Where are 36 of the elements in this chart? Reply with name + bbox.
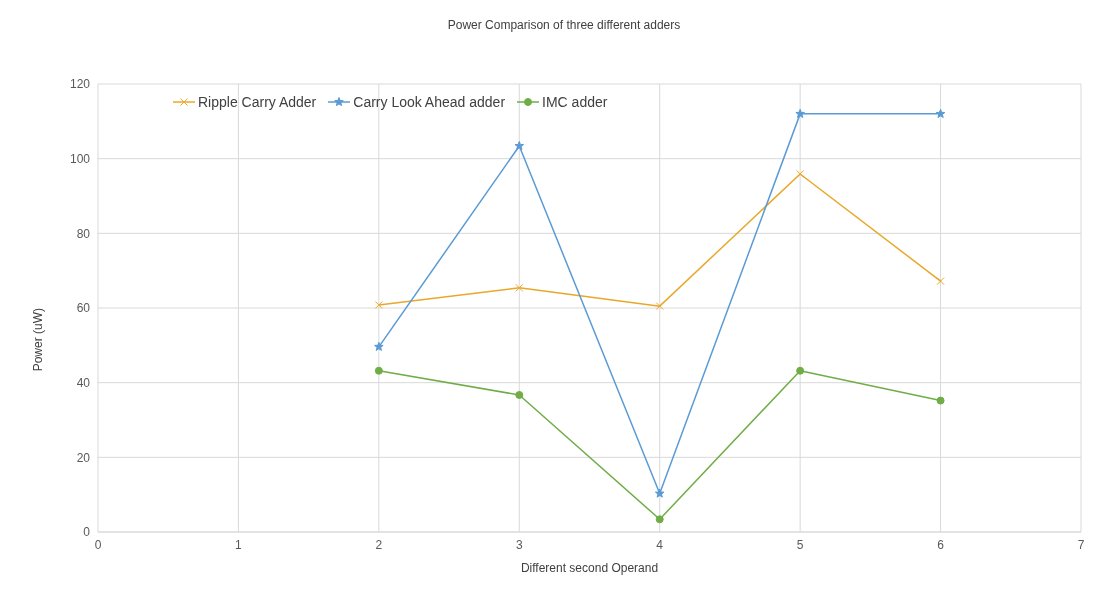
y-tick-label: 60 (76, 301, 91, 316)
x-tick-label: 3 (515, 537, 523, 552)
y-tick-label: 0 (83, 525, 91, 540)
x-tick-label: 1 (235, 537, 243, 552)
x-tick-label: 6 (937, 537, 945, 552)
point (796, 366, 805, 375)
point (515, 390, 524, 399)
point (796, 169, 805, 178)
y-axis-title: Power (uW) (31, 308, 46, 372)
point (936, 396, 945, 405)
legend-label: IMC adder (542, 94, 608, 110)
point (515, 283, 524, 292)
x-tick-label: 5 (796, 537, 804, 552)
point (935, 108, 946, 119)
point (374, 366, 383, 375)
point (514, 140, 525, 151)
legend-label: Ripple Carry Adder (198, 94, 317, 110)
legend-label: Carry Look Ahead adder (353, 94, 506, 110)
x-tick-label: 0 (94, 537, 102, 552)
y-tick-label: 80 (76, 226, 91, 241)
x-axis-title: Different second Operand (520, 561, 659, 575)
point (374, 301, 383, 310)
y-tick-label: 40 (76, 375, 91, 390)
x-tick-label: 2 (375, 537, 383, 552)
x-tick-label: 7 (1077, 537, 1085, 552)
chart-title: Power Comparison of three different adders (446, 18, 682, 32)
point (655, 515, 664, 524)
y-tick-label: 100 (69, 151, 91, 166)
x-tick-label: 4 (656, 537, 664, 552)
point (936, 277, 945, 286)
y-tick-label: 120 (69, 77, 91, 92)
point (374, 341, 384, 351)
point (795, 108, 805, 119)
point (654, 488, 665, 498)
y-tick-label: 20 (76, 450, 91, 465)
point (655, 302, 664, 311)
